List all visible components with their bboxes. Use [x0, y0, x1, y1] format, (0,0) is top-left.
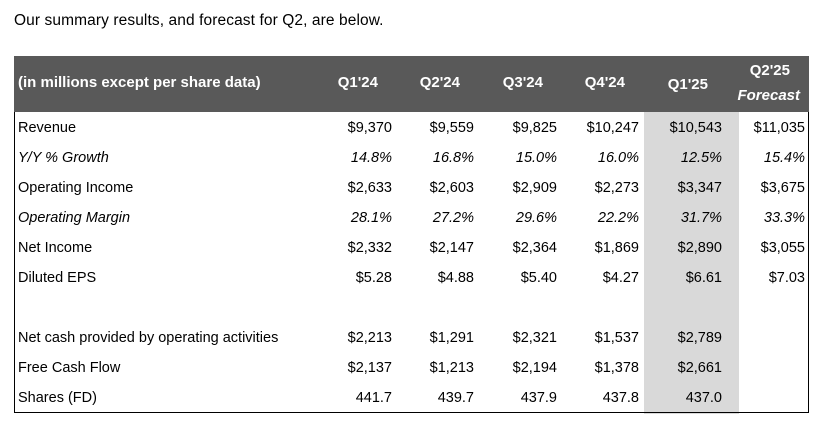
cell: $5.28 [355, 270, 392, 286]
cell: 16.0% [597, 150, 639, 166]
cell: 437.9 [520, 390, 557, 406]
cell: 29.6% [515, 210, 557, 226]
cell: 14.8% [350, 150, 392, 166]
cell: $2,789 [677, 330, 722, 346]
cell: $2,661 [677, 360, 722, 376]
cell: $1,291 [429, 330, 474, 346]
table-row: Shares (FD) 441.7 439.7 437.9 437.8 437.… [14, 384, 809, 414]
cell: $1,869 [594, 240, 639, 256]
header-forecast-label: Forecast [737, 87, 800, 104]
cell: $2,147 [429, 240, 474, 256]
header-label: (in millions except per share data) [18, 74, 261, 91]
cell: 28.1% [350, 210, 392, 226]
cell: $2,633 [347, 180, 392, 196]
cell: $1,213 [429, 360, 474, 376]
cell: 27.2% [432, 210, 474, 226]
cell: $11,035 [753, 120, 805, 136]
table-row: Y/Y % Growth 14.8% 16.8% 15.0% 16.0% 12.… [14, 144, 809, 174]
cell: $9,825 [512, 120, 557, 136]
cell: $9,559 [429, 120, 474, 136]
row-label: Net cash provided by operating activitie… [18, 330, 279, 346]
cell: $2,194 [512, 360, 557, 376]
cell: $3,675 [760, 180, 805, 196]
cell: $2,332 [347, 240, 392, 256]
cell: $5.40 [520, 270, 557, 286]
cell: $7.03 [768, 270, 805, 286]
cell: $1,378 [594, 360, 639, 376]
header-col-q1-24: Q1'24 [337, 74, 378, 91]
cell: 31.7% [680, 210, 722, 226]
table-row: Free Cash Flow $2,137 $1,213 $2,194 $1,3… [14, 354, 809, 384]
cell: $10,247 [586, 120, 639, 136]
row-label: Operating Margin [18, 210, 131, 226]
cell: 16.8% [432, 150, 474, 166]
intro-text: Our summary results, and forecast for Q2… [14, 12, 384, 29]
cell: $6.61 [685, 270, 722, 286]
table-row: Revenue $9,370 $9,559 $9,825 $10,247 $10… [14, 114, 809, 144]
cell: $2,909 [512, 180, 557, 196]
header-col-q1-25: Q1'25 [667, 76, 708, 93]
header-col-q2-24: Q2'24 [419, 74, 460, 91]
header-col-q4-24: Q4'24 [584, 74, 625, 91]
row-label: Free Cash Flow [18, 360, 121, 376]
cell: $2,603 [429, 180, 474, 196]
cell: $4.88 [437, 270, 474, 286]
cell: 437.8 [602, 390, 639, 406]
table-row: Net Income $2,332 $2,147 $2,364 $1,869 $… [14, 234, 809, 264]
cell: $2,273 [594, 180, 639, 196]
cell: $2,213 [347, 330, 392, 346]
table-row: Diluted EPS $5.28 $4.88 $5.40 $4.27 $6.6… [14, 264, 809, 294]
row-label: Revenue [18, 120, 77, 136]
table-row: Operating Margin 28.1% 27.2% 29.6% 22.2%… [14, 204, 809, 234]
cell: 22.2% [597, 210, 639, 226]
current-quarter-highlight [644, 112, 739, 414]
table-body-frame [14, 112, 809, 413]
cell: $4.27 [602, 270, 639, 286]
table-row: Net cash provided by operating activitie… [14, 324, 809, 354]
cell: 439.7 [437, 390, 474, 406]
cell: $2,364 [512, 240, 557, 256]
summary-table: (in millions except per share data) Q1'2… [14, 56, 809, 414]
cell: $1,537 [594, 330, 639, 346]
cell: 437.0 [685, 390, 722, 406]
cell: 33.3% [763, 210, 805, 226]
cell: $2,321 [512, 330, 557, 346]
cell: $2,890 [677, 240, 722, 256]
row-label: Net Income [18, 240, 93, 256]
cell: $3,055 [760, 240, 805, 256]
cell: $3,347 [677, 180, 722, 196]
cell: 441.7 [355, 390, 392, 406]
row-label: Y/Y % Growth [18, 150, 109, 166]
cell: $9,370 [347, 120, 392, 136]
cell: 12.5% [680, 150, 722, 166]
header-col-q2-25: Q2'25 [749, 62, 790, 79]
row-label: Diluted EPS [18, 270, 97, 286]
table-header: (in millions except per share data) Q1'2… [14, 56, 809, 112]
cell: $10,543 [669, 120, 722, 136]
cell: 15.4% [763, 150, 805, 166]
table-row: Operating Income $2,633 $2,603 $2,909 $2… [14, 174, 809, 204]
cell: $2,137 [347, 360, 392, 376]
cell: 15.0% [515, 150, 557, 166]
row-label: Operating Income [18, 180, 134, 196]
row-label: Shares (FD) [18, 390, 97, 406]
header-col-q3-24: Q3'24 [502, 74, 543, 91]
